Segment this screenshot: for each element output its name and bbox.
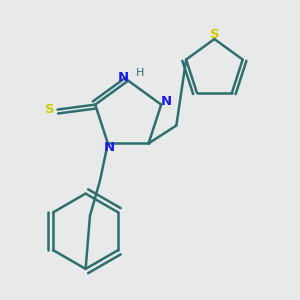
Text: H: H: [136, 68, 144, 78]
Text: S: S: [45, 103, 55, 116]
Text: N: N: [160, 95, 172, 108]
Text: S: S: [210, 28, 219, 40]
Text: N: N: [104, 141, 116, 154]
Text: N: N: [118, 71, 129, 84]
